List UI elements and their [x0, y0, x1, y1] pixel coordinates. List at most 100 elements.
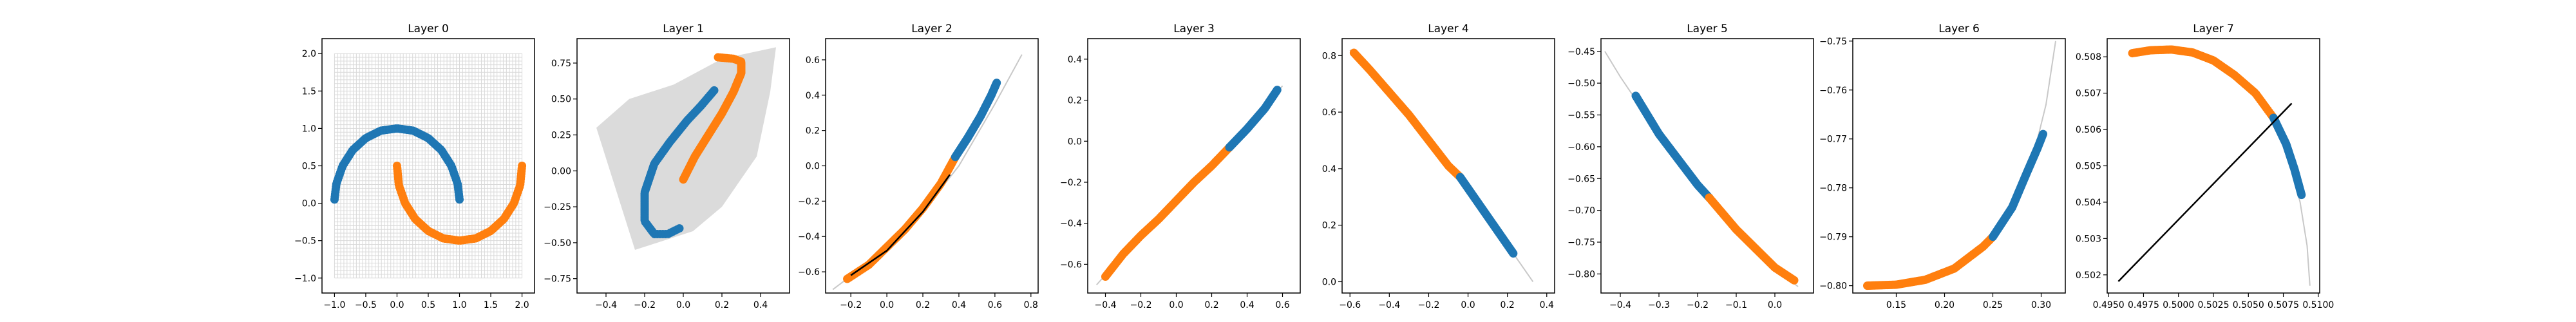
y-tick-label: 0.6 [1322, 108, 1336, 118]
x-tick-label: −0.6 [1339, 300, 1361, 310]
x-tick-label: 0.5025 [2198, 300, 2230, 310]
subplot-title: Layer 2 [911, 23, 952, 35]
y-tick-label: −0.75 [1567, 238, 1595, 248]
y-tick-label: −0.60 [1567, 142, 1595, 153]
x-tick-label: 0.20 [1935, 300, 1955, 310]
y-tick-label: 0.6 [806, 55, 820, 66]
y-tick-label: 0.0 [806, 162, 820, 172]
subplot-layer-6: Layer 6 0.15 0.20 0.25 0.30 −0.80 −0.79 −0.78 −0… [1819, 23, 2066, 310]
x-tick-label: −0.2 [840, 300, 862, 310]
x-tick-label: 0.0 [676, 300, 690, 310]
x-tick-label: −0.3 [1648, 300, 1670, 310]
y-tick-label: 0.5 [302, 162, 316, 172]
series-orange [1705, 193, 1799, 285]
subplot-layer-3: Layer 3 −0.4 −0.2 0.0 0.2 0.4 0.6 −0.6 −0.4 −0.2 0… [1060, 23, 1301, 310]
y-tick-label: 0.0 [302, 199, 316, 209]
y-tick-label: 2.0 [302, 49, 316, 59]
data-point [455, 195, 464, 204]
x-tick-label: 0.4 [1540, 300, 1554, 310]
y-tick-label: −0.4 [798, 232, 820, 242]
series-blue [1631, 91, 1714, 202]
series-blue [951, 79, 1001, 162]
axes-frame [1341, 38, 1555, 294]
y-tick-label: 0.2 [1322, 221, 1336, 231]
y-tick-label: 0.8 [1322, 51, 1336, 61]
series-orange [1863, 232, 1997, 290]
x-tick-label: 0.4 [952, 300, 966, 310]
x-tick-label: −0.4 [595, 300, 617, 310]
data-point [2039, 129, 2047, 138]
y-tick-label: 0.4 [806, 91, 820, 101]
y-tick-label: 0.50 [551, 95, 571, 105]
y-tick-label: −0.65 [1567, 174, 1595, 184]
data-point [714, 53, 723, 62]
subplot-title: Layer 7 [2193, 23, 2234, 35]
y-tick-label: 1.5 [302, 86, 316, 97]
x-tick-label: 0.0 [1768, 300, 1782, 310]
y-tick-label: 0.503 [2076, 234, 2101, 244]
y-tick-label: −0.5 [294, 236, 316, 247]
subplot-layer-7: Layer 7 0.4950 0.4975 0.5000 0.5025 0.5050 0.5… [2076, 23, 2334, 310]
y-tick-label: 0.507 [2076, 89, 2101, 99]
y-tick-label: −0.80 [1567, 269, 1595, 279]
x-tick-label: −0.4 [1378, 300, 1400, 310]
series-blue [1989, 129, 2047, 242]
subplot-title: Layer 4 [1428, 23, 1469, 35]
subplot-layer-5: Layer 5 −0.4 −0.3 −0.2 −0.1 0.0 −0.80 −0.75 −0.7… [1567, 23, 1814, 310]
y-tick-label: −0.4 [1060, 219, 1082, 229]
x-tick-label: 0.5 [421, 300, 435, 310]
series-orange [1349, 48, 1464, 182]
x-tick-label: 0.2 [916, 300, 930, 310]
subplot-layer-2: Layer 2 −0.2 0.0 0.2 0.4 0.6 0.8 −0.6 −0.4 −0.2 0.… [798, 23, 1039, 310]
x-tick-label: 0.4975 [2128, 300, 2159, 310]
y-tick-label: 0.508 [2076, 52, 2101, 62]
y-tick-label: −0.75 [1819, 37, 1847, 47]
x-tick-label: −0.2 [634, 300, 656, 310]
data-point [992, 79, 1001, 88]
x-tick-label: 0.5100 [2302, 300, 2334, 310]
y-tick-label: −0.75 [544, 274, 571, 285]
y-tick-label: 0.4 [1322, 164, 1336, 175]
y-tick-label: −1.0 [294, 274, 316, 284]
series-blue [640, 86, 719, 239]
y-tick-label: −0.2 [798, 196, 820, 207]
subplot-title: Layer 5 [1687, 23, 1728, 35]
x-tick-label: 0.0 [390, 300, 404, 310]
x-tick-label: −0.5 [355, 300, 377, 310]
x-tick-label: 0.8 [1024, 300, 1038, 310]
subplot-title: Layer 3 [1173, 23, 1215, 35]
series-orange [2128, 45, 2278, 122]
y-tick-label: −0.45 [1567, 47, 1595, 57]
grid-mesh [334, 53, 523, 279]
series-blue [1455, 173, 1518, 258]
subplot-title: Layer 6 [1938, 23, 1980, 35]
x-tick-label: 0.6 [1275, 300, 1289, 310]
y-tick-label: −0.50 [1567, 79, 1595, 89]
x-tick-label: 0.4 [1240, 300, 1254, 310]
x-tick-label: 0.0 [1169, 300, 1183, 310]
y-tick-label: −0.79 [1819, 232, 1847, 243]
data-point [2297, 191, 2306, 200]
x-tick-label: 0.5000 [2163, 300, 2194, 310]
y-tick-label: −0.55 [1567, 111, 1595, 121]
x-tick-label: 0.4950 [2093, 300, 2125, 310]
x-tick-label: 0.2 [1501, 300, 1515, 310]
y-tick-label: 0.0 [1068, 137, 1082, 147]
x-tick-label: 0.5050 [2233, 300, 2264, 310]
axes-frame [1087, 38, 1301, 294]
x-tick-label: −0.2 [1417, 300, 1439, 310]
y-tick-label: −0.70 [1567, 206, 1595, 216]
x-tick-label: 2.0 [515, 300, 529, 310]
y-tick-label: 0.505 [2076, 162, 2101, 172]
subplot-layer-4: Layer 4 −0.6 −0.4 −0.2 0.0 0.2 0.4 0.0 0.2 0.4 0.6… [1322, 23, 1555, 310]
series-orange [1101, 143, 1234, 281]
data-point [1790, 276, 1799, 285]
data-point [518, 162, 527, 170]
data-point [710, 86, 719, 95]
y-tick-label: 0.2 [1068, 96, 1082, 106]
y-tick-label: −0.25 [544, 202, 571, 213]
y-tick-label: 0.4 [1068, 55, 1082, 65]
y-tick-label: −0.2 [1060, 178, 1082, 188]
y-tick-label: 0.25 [551, 131, 571, 141]
x-tick-label: −0.4 [1609, 300, 1631, 310]
